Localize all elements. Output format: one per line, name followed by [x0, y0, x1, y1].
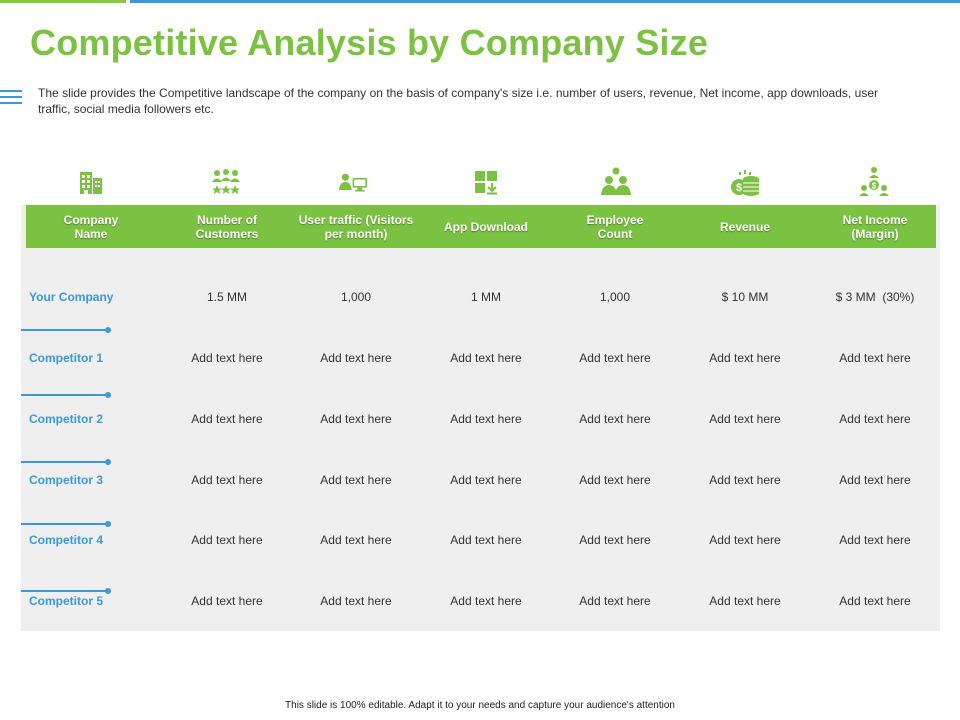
row-separator: [21, 394, 108, 396]
svg-text:$: $: [872, 182, 877, 191]
table-panel: [21, 205, 940, 631]
user-computer-icon: [339, 173, 367, 192]
table-cell: Add text here: [320, 473, 392, 487]
row-label-competitor-3: Competitor 3: [29, 473, 104, 487]
table-cell: Add text here: [191, 594, 263, 608]
row-label-competitor-2: Competitor 2: [29, 412, 104, 426]
header-revenue: Revenue: [719, 219, 771, 234]
row-label-competitor-4: Competitor 4: [29, 533, 104, 547]
table-cell: $ 3 MM (30%): [835, 290, 915, 304]
table-cell: Add text here: [450, 594, 522, 608]
table-cell: Add text here: [450, 412, 522, 426]
table-cell: 1,000: [599, 290, 631, 304]
table-cell: Add text here: [191, 533, 263, 547]
table-cell: Add text here: [579, 351, 651, 365]
row-separator-dot: [105, 459, 111, 465]
table-cell: Add text here: [709, 412, 781, 426]
header-number-of-customers: Number of Customers: [195, 212, 259, 241]
row-label-your-company: Your Company: [29, 290, 114, 304]
table-cell: Add text here: [191, 351, 263, 365]
row-label-competitor-1: Competitor 1: [29, 351, 104, 365]
employee-group-icon: [601, 167, 631, 195]
header-employee-count: Employee Count: [586, 212, 644, 241]
revenue-coins-icon: $: [731, 170, 759, 196]
table-cell: Add text here: [450, 533, 522, 547]
building-icon: [80, 172, 102, 194]
header-company-name: Company Name: [63, 212, 119, 241]
row-separator-dot: [105, 521, 111, 527]
header-app-download: App Download: [444, 219, 528, 234]
app-download-icon: [475, 171, 497, 195]
table-cell: Add text here: [579, 594, 651, 608]
top-accent-bar-blue: [130, 0, 960, 3]
row-separator: [21, 590, 108, 592]
row-separator: [21, 523, 108, 525]
menu-lines-icon: [0, 90, 22, 108]
table-header: [26, 205, 936, 248]
table-cell: Add text here: [709, 594, 781, 608]
table-cell: 1,000: [340, 290, 372, 304]
table-cell: Add text here: [839, 594, 911, 608]
header-user-traffic: User traffic (Visitors per month): [298, 212, 414, 241]
svg-text:$: $: [736, 182, 742, 194]
table-cell: Add text here: [709, 533, 781, 547]
table-cell: Add text here: [191, 412, 263, 426]
table-cell: $ 10 MM: [721, 290, 769, 304]
table-cell: Add text here: [320, 594, 392, 608]
table-cell: Add text here: [839, 412, 911, 426]
table-cell: Add text here: [709, 351, 781, 365]
table-cell: Add text here: [450, 351, 522, 365]
intro-text: The slide provides the Competitive lands…: [38, 86, 878, 116]
table-cell: Add text here: [579, 533, 651, 547]
row-separator: [21, 329, 108, 331]
net-income-icon: $: [859, 167, 889, 196]
row-label-competitor-5: Competitor 5: [29, 594, 104, 608]
table-cell: 1.5 MM: [206, 290, 247, 304]
table-cell: Add text here: [839, 473, 911, 487]
table-cell: Add text here: [450, 473, 522, 487]
row-separator-dot: [105, 327, 111, 333]
row-separator: [21, 461, 108, 463]
top-accent-bar-green: [0, 0, 126, 3]
table-cell: Add text here: [579, 412, 651, 426]
table-cell: Add text here: [320, 351, 392, 365]
table-cell: Add text here: [839, 351, 911, 365]
footer-note: This slide is 100% editable. Adapt it to…: [285, 700, 675, 711]
customers-group-icon: [212, 169, 240, 194]
row-separator-dot: [105, 392, 111, 398]
slide-title: Competitive Analysis by Company Size: [30, 22, 709, 63]
table-cell: Add text here: [320, 533, 392, 547]
table-cell: Add text here: [320, 412, 392, 426]
table-cell: Add text here: [709, 473, 781, 487]
table-cell: Add text here: [191, 473, 263, 487]
header-net-income: Net Income (Margin): [842, 212, 908, 241]
table-cell: Add text here: [579, 473, 651, 487]
row-separator-dot: [105, 588, 111, 594]
table-cell: Add text here: [839, 533, 911, 547]
table-cell: 1 MM: [471, 290, 501, 304]
